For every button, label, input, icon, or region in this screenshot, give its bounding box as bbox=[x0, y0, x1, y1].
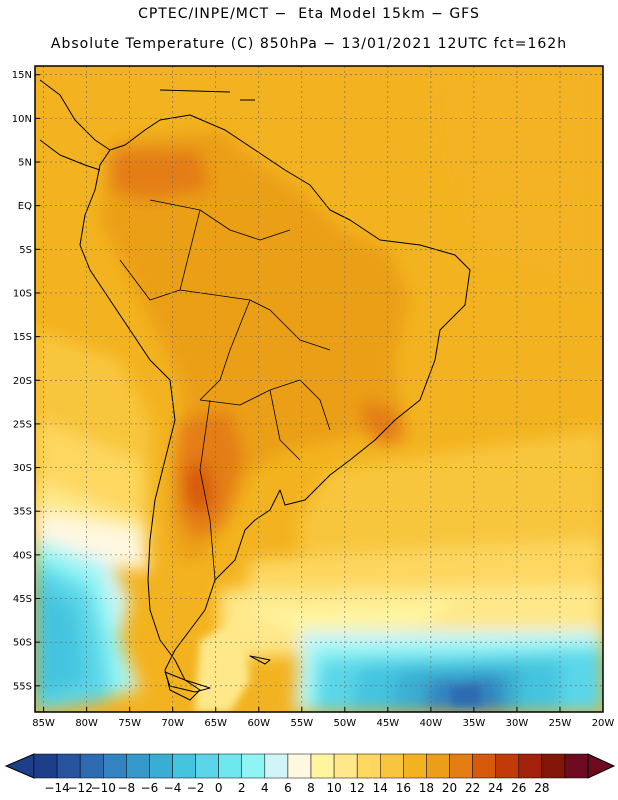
colorbar-label: −4 bbox=[164, 781, 182, 795]
lon-label: 35W bbox=[463, 718, 486, 729]
colorbar-label: −14 bbox=[44, 781, 69, 795]
country-borders bbox=[119, 199, 331, 581]
colorbar-swatch bbox=[380, 753, 404, 779]
lat-label: 5S bbox=[19, 245, 32, 256]
field-neg8-spot bbox=[450, 684, 482, 706]
colorbar-label: 28 bbox=[534, 781, 549, 795]
colorbar-swatch bbox=[103, 753, 127, 779]
colorbar-label: 12 bbox=[350, 781, 365, 795]
lat-label: 55S bbox=[13, 681, 32, 692]
colorbar-swatch bbox=[472, 753, 496, 779]
colorbar: −14−12−10 −8 −6 −4 −2 0 2 4 6 8 10 12 14 16 18 20 22 24 26… bbox=[4, 753, 616, 795]
colorbar-swatch bbox=[172, 753, 196, 779]
colorbar-swatch bbox=[541, 753, 566, 779]
lat-label: 15S bbox=[13, 332, 32, 343]
field-8-patagonia bbox=[195, 620, 250, 712]
field-8-10-atlantic bbox=[240, 600, 460, 630]
colorbar-swatch bbox=[149, 753, 173, 779]
lon-label: 20W bbox=[592, 718, 615, 729]
longitude-labels: 85W 80W 75W 70W 65W 60W 55W 50W 45W 40W 35W 30W 25W 2… bbox=[32, 707, 614, 729]
tierra-del-fuego bbox=[164, 671, 211, 693]
coastlines bbox=[39, 79, 471, 701]
colorbar-swatch bbox=[241, 753, 266, 779]
lat-label: 50S bbox=[13, 638, 32, 649]
colorbar-swatch bbox=[79, 753, 104, 779]
lat-label: 10S bbox=[13, 288, 32, 299]
colorbar-swatch bbox=[403, 753, 427, 779]
colorbar-swatch bbox=[33, 753, 58, 779]
colorbar-swatch bbox=[264, 753, 289, 779]
colorbar-label: 18 bbox=[419, 781, 434, 795]
colorbar-label: 4 bbox=[261, 781, 269, 795]
colorbar-label: −2 bbox=[187, 781, 205, 795]
colorbar-swatch bbox=[518, 753, 543, 779]
colorbar-label: 22 bbox=[465, 781, 480, 795]
colorbar-swatch bbox=[310, 753, 335, 779]
colorbar-label: 6 bbox=[284, 781, 292, 795]
colorbar-swatch bbox=[218, 753, 243, 779]
lon-label: 80W bbox=[75, 718, 98, 729]
colorbar-swatch bbox=[449, 753, 473, 779]
lat-label: 20S bbox=[13, 376, 32, 387]
colorbar-swatch bbox=[56, 753, 81, 779]
colorbar-label: 24 bbox=[488, 781, 503, 795]
field-22-east-brazil bbox=[360, 400, 405, 445]
lon-label: 65W bbox=[204, 718, 227, 729]
colorbar-swatch bbox=[564, 753, 589, 779]
lon-label: 30W bbox=[506, 718, 529, 729]
lat-label: EQ bbox=[18, 201, 32, 212]
colorbar-swatch bbox=[195, 753, 219, 779]
lon-label: 55W bbox=[290, 718, 313, 729]
field-24-26-core bbox=[185, 460, 215, 515]
colorbar-label: 10 bbox=[326, 781, 341, 795]
colorbar-label: 2 bbox=[238, 781, 246, 795]
colorbar-swatch bbox=[333, 753, 358, 779]
temperature-field bbox=[35, 66, 603, 712]
latitude-labels: 15N 10N 5N EQ 5S 10S 15S 20S 25S 30S 35S 40S 45S 50S 5… bbox=[12, 70, 40, 692]
map-title-line1: CPTEC/INPE/MCT − Eta Model 15km − GFS bbox=[138, 6, 480, 22]
plot-frame bbox=[34, 65, 604, 713]
colorbar-swatch bbox=[426, 753, 450, 779]
lat-label: 15N bbox=[12, 70, 32, 81]
colorbar-label: 8 bbox=[307, 781, 315, 795]
lat-label: 40S bbox=[13, 550, 32, 561]
field-22-amazon bbox=[110, 150, 210, 200]
lon-label: 25W bbox=[549, 718, 572, 729]
colorbar-under-arrow bbox=[4, 753, 35, 779]
falkland-islands bbox=[249, 655, 271, 665]
colorbar-swatch bbox=[356, 753, 381, 779]
lat-label: 35S bbox=[13, 507, 32, 518]
map-title-line2: Absolute Temperature (C) 850hPa − 13/01/… bbox=[50, 36, 568, 52]
colorbar-swatch bbox=[287, 753, 312, 779]
lon-label: 85W bbox=[32, 718, 55, 729]
lat-label: 10N bbox=[12, 114, 32, 125]
colorbar-label: 16 bbox=[396, 781, 411, 795]
colorbar-label: 26 bbox=[511, 781, 526, 795]
lat-label: 30S bbox=[13, 463, 32, 474]
colorbar-label: −12 bbox=[68, 781, 93, 795]
lon-label: 70W bbox=[161, 718, 184, 729]
colorbar-over-arrow bbox=[587, 753, 616, 779]
lat-label: 5N bbox=[18, 158, 32, 169]
lat-label: 25S bbox=[13, 419, 32, 430]
lon-label: 75W bbox=[118, 718, 141, 729]
colorbar-label: 20 bbox=[442, 781, 457, 795]
colorbar-label: 0 bbox=[215, 781, 223, 795]
colorbar-label: −8 bbox=[117, 781, 135, 795]
lon-label: 60W bbox=[247, 718, 270, 729]
colorbar-swatch bbox=[495, 753, 519, 779]
lat-label: 45S bbox=[13, 594, 32, 605]
colorbar-label: −6 bbox=[141, 781, 159, 795]
colorbar-swatch bbox=[126, 753, 150, 779]
lon-label: 45W bbox=[377, 718, 400, 729]
caribbean-islands bbox=[159, 89, 255, 101]
lon-label: 40W bbox=[420, 718, 443, 729]
south-america-coast bbox=[79, 114, 471, 701]
lon-label: 50W bbox=[334, 718, 357, 729]
colorbar-label: −10 bbox=[91, 781, 116, 795]
colorbar-label: 14 bbox=[373, 781, 388, 795]
central-america-coast bbox=[39, 79, 111, 171]
field-0-south-pacific bbox=[35, 580, 85, 700]
